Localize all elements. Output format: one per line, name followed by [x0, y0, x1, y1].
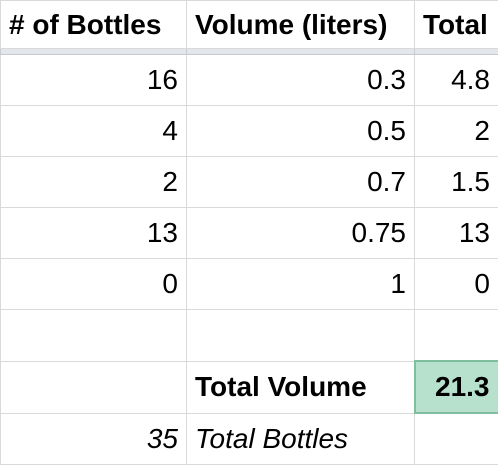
cell-total[interactable]: 1.5: [415, 157, 498, 208]
cell-bottles[interactable]: [1, 310, 187, 362]
table-row: 0 1 0: [1, 259, 498, 310]
header-volume[interactable]: Volume (liters): [187, 1, 415, 49]
cell-bottles[interactable]: 16: [1, 55, 187, 106]
cell-bottles[interactable]: 13: [1, 208, 187, 259]
cell-total[interactable]: [415, 310, 498, 362]
header-row: # of Bottles Volume (liters) Total: [1, 1, 498, 49]
cell-total[interactable]: 2: [415, 106, 498, 157]
cell-volume[interactable]: 0.75: [187, 208, 415, 259]
cell-bottles[interactable]: 2: [1, 157, 187, 208]
cell-volume[interactable]: 0.3: [187, 55, 415, 106]
table-row: 16 0.3 4.8: [1, 55, 498, 106]
cell-total[interactable]: 0: [415, 259, 498, 310]
total-volume-value[interactable]: 21.3: [415, 361, 498, 413]
cell-total[interactable]: 4.8: [415, 55, 498, 106]
cell-bottles[interactable]: 4: [1, 106, 187, 157]
cell-bottles[interactable]: 0: [1, 259, 187, 310]
table-row-empty: [1, 310, 498, 362]
total-bottles-label[interactable]: Total Bottles: [187, 413, 415, 465]
table-row: 13 0.75 13: [1, 208, 498, 259]
cell-empty[interactable]: [1, 361, 187, 413]
cell-empty[interactable]: [415, 413, 498, 465]
total-bottles-row: 35 Total Bottles: [1, 413, 498, 465]
cell-volume[interactable]: [187, 310, 415, 362]
cell-volume[interactable]: 1: [187, 259, 415, 310]
total-volume-row: Total Volume 21.3: [1, 361, 498, 413]
table-row: 2 0.7 1.5: [1, 157, 498, 208]
header-bottles[interactable]: # of Bottles: [1, 1, 187, 49]
cell-volume[interactable]: 0.5: [187, 106, 415, 157]
spreadsheet-grid: # of Bottles Volume (liters) Total 16 0.…: [0, 0, 498, 436]
total-volume-label[interactable]: Total Volume: [187, 361, 415, 413]
cell-volume[interactable]: 0.7: [187, 157, 415, 208]
cell-total[interactable]: 13: [415, 208, 498, 259]
table-row: 4 0.5 2: [1, 106, 498, 157]
total-bottles-value[interactable]: 35: [1, 413, 187, 465]
header-total[interactable]: Total: [415, 1, 498, 49]
